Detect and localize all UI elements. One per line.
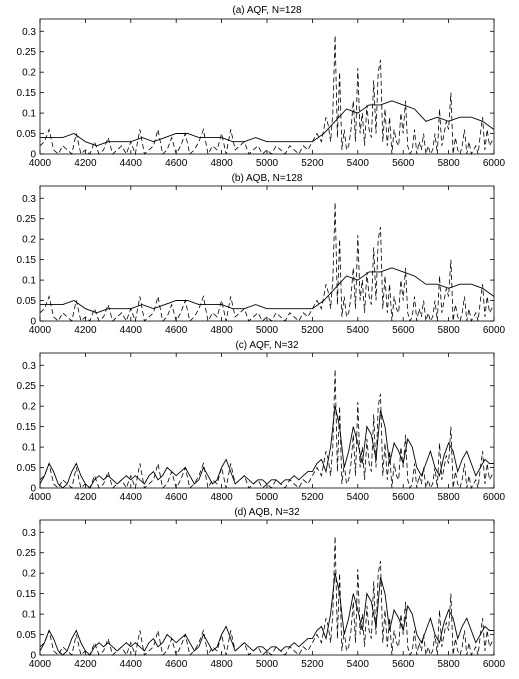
y-tick-label: 0.3: [22, 27, 36, 38]
x-tick-label: 4800: [210, 659, 233, 670]
x-tick-label: 4600: [165, 492, 188, 503]
x-tick-label: 5000: [256, 325, 279, 336]
x-tick-label: 5200: [301, 659, 324, 670]
y-tick-label: 0: [30, 150, 36, 161]
x-tick-label: 4800: [210, 158, 233, 169]
chart-title: (d) AQB, N=32: [234, 507, 300, 518]
x-tick-label: 4000: [29, 158, 52, 169]
x-tick-label: 4200: [74, 659, 97, 670]
y-tick-label: 0.05: [17, 463, 37, 474]
y-tick-label: 0.25: [17, 214, 37, 225]
y-tick-label: 0.1: [22, 443, 36, 454]
series-line-solid: [40, 267, 495, 314]
y-tick-label: 0.1: [22, 276, 36, 287]
y-tick-label: 0.2: [22, 402, 36, 413]
series-line-dashed: [39, 202, 495, 323]
x-tick-label: 5800: [437, 659, 460, 670]
x-tick-label: 4600: [165, 158, 188, 169]
y-tick-label: 0.2: [22, 235, 36, 246]
x-tick-label: 5600: [392, 325, 415, 336]
y-tick-label: 0.3: [22, 361, 36, 372]
x-tick-label: 4200: [74, 158, 97, 169]
x-tick-label: 4200: [74, 325, 97, 336]
y-tick-label: 0.2: [22, 68, 36, 79]
axes-frame: [39, 18, 495, 155]
x-tick-label: 6000: [483, 659, 506, 670]
series-line-solid: [39, 406, 494, 489]
x-tick-label: 4000: [29, 659, 52, 670]
y-tick-label: 0.3: [22, 194, 36, 205]
y-tick-label: 0.15: [17, 422, 37, 433]
y-tick-label: 0.15: [17, 589, 37, 600]
x-tick-label: 5800: [437, 492, 460, 503]
panel-d: (d) AQB, N=32 4000 4200 4400 4600 4800 5000 520…: [17, 507, 506, 670]
x-tick-label: 4800: [210, 492, 233, 503]
x-tick-label: 5600: [392, 492, 415, 503]
x-tick-label: 5600: [392, 158, 415, 169]
chart-title: (c) AQF, N=32: [235, 340, 299, 351]
y-tick-label: 0: [30, 651, 36, 662]
y-tick-label: 0.2: [22, 569, 36, 580]
series-line-dashed: [39, 536, 495, 657]
x-tick-label: 4400: [120, 659, 143, 670]
x-tick-label: 5400: [347, 325, 370, 336]
x-tick-label: 5600: [392, 659, 415, 670]
y-tick-label: 0.15: [17, 88, 37, 99]
y-tick-label: 0.05: [17, 129, 37, 140]
x-tick-label: 5800: [437, 158, 460, 169]
x-tick-label: 4000: [29, 492, 52, 503]
y-tick-label: 0.15: [17, 255, 37, 266]
x-tick-label: 4600: [165, 325, 188, 336]
y-tick-label: 0.25: [17, 381, 37, 392]
x-tick-label: 5000: [256, 158, 279, 169]
x-tick-label: 5000: [256, 659, 279, 670]
y-tick-label: 0.1: [22, 610, 36, 621]
x-tick-label: 6000: [483, 492, 506, 503]
y-tick-label: 0: [30, 484, 36, 495]
y-tick-label: 0.05: [17, 296, 37, 307]
y-tick-label: 0.25: [17, 47, 37, 58]
y-tick-label: 0: [30, 317, 36, 328]
y-tick-label: 0.3: [22, 528, 36, 539]
y-tick-label: 0.25: [17, 548, 37, 559]
y-tick-label: 0.1: [22, 109, 36, 120]
panel-a: (a) AQF, N=128 4000 4200 4400 4600 4800 5000 52…: [17, 5, 506, 169]
panel-b: (b) AQB, N=128 4000 4200 4400 4600 4800 5000 52…: [17, 173, 506, 336]
series-line-solid: [40, 100, 495, 147]
x-tick-label: 5400: [347, 659, 370, 670]
x-tick-label: 6000: [483, 158, 506, 169]
x-tick-label: 5800: [437, 325, 460, 336]
x-tick-label: 4400: [120, 492, 143, 503]
series-line-dashed: [39, 35, 495, 156]
y-tick-label: 0.05: [17, 630, 37, 641]
x-tick-label: 5200: [301, 158, 324, 169]
x-tick-label: 5400: [347, 158, 370, 169]
chart-title: (a) AQF, N=128: [232, 5, 302, 16]
chart-title: (b) AQB, N=128: [232, 173, 303, 184]
series-line-dashed: [39, 369, 495, 490]
x-tick-label: 4000: [29, 325, 52, 336]
x-tick-label: 4600: [165, 659, 188, 670]
x-tick-label: 5400: [347, 492, 370, 503]
x-tick-label: 6000: [483, 325, 506, 336]
x-tick-label: 4200: [74, 492, 97, 503]
series-line-solid: [39, 573, 494, 656]
x-tick-label: 4800: [210, 325, 233, 336]
x-tick-label: 5000: [256, 492, 279, 503]
axes-frame: [39, 352, 495, 489]
x-tick-label: 5200: [301, 492, 324, 503]
axes-frame: [39, 185, 495, 322]
panel-c: (c) AQF, N=32 4000 4200 4400 4600 4800 5000 520…: [17, 340, 506, 503]
axes-frame: [39, 519, 495, 656]
x-tick-label: 5200: [301, 325, 324, 336]
x-tick-label: 4400: [120, 158, 143, 169]
x-tick-label: 4400: [120, 325, 143, 336]
